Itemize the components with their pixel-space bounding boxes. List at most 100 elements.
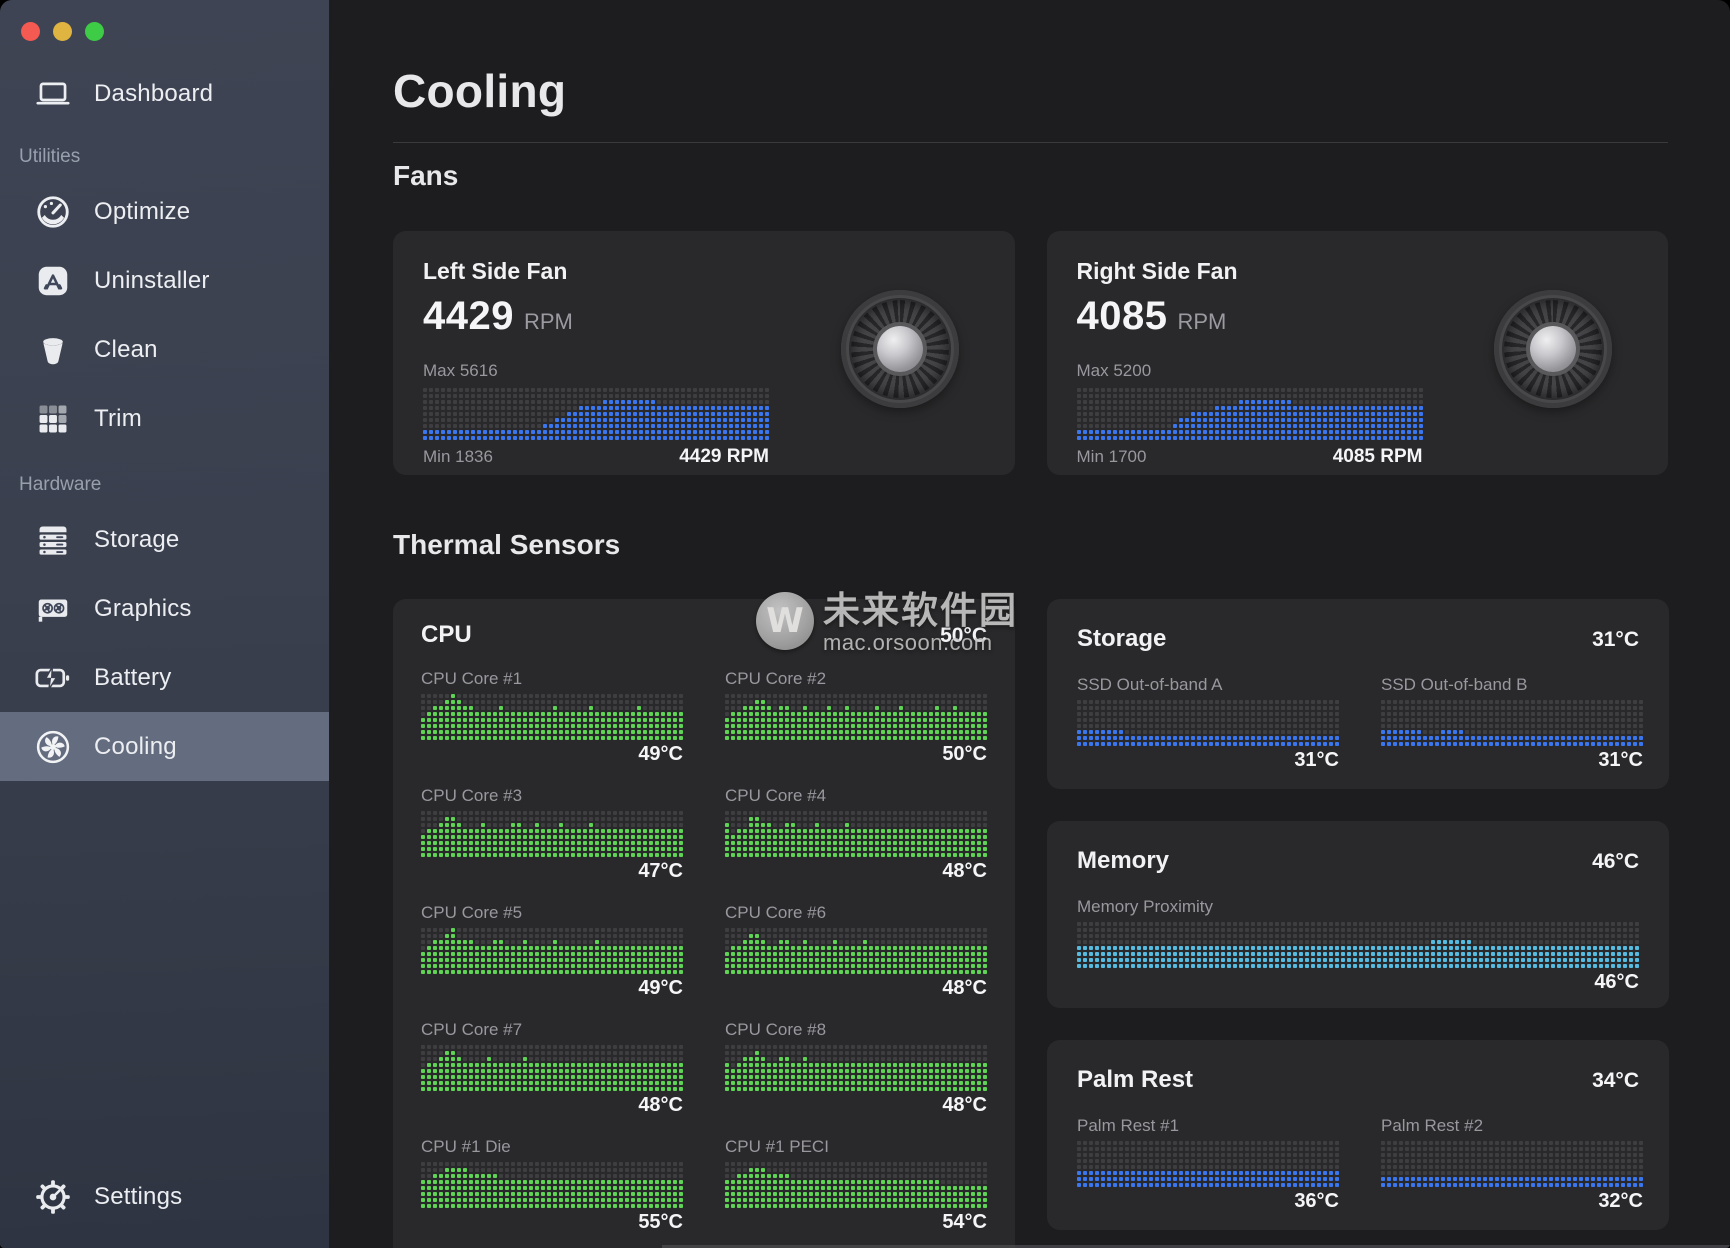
storage-card: Storage 31°C SSD Out-of-band A 31°C SSD … xyxy=(1047,599,1669,789)
app-window: Dashboard Utilities Optimize Uninstaller xyxy=(0,0,1730,1248)
left-fan-card: Left Side Fan 4429 RPM Max 5616 Min 1836… xyxy=(393,231,1015,475)
sidebar-item-graphics[interactable]: Graphics xyxy=(0,574,329,643)
sensor-ssd-b: SSD Out-of-band B 31°C xyxy=(1381,675,1643,773)
fan-rpm-unit: RPM xyxy=(1177,309,1226,335)
storage-card-temp: 31°C xyxy=(1592,628,1639,652)
right-fan-card: Right Side Fan 4085 RPM Max 5200 Min 170… xyxy=(1047,231,1669,475)
minimize-window-button[interactable] xyxy=(53,22,72,41)
sensor-temp: 48°C xyxy=(725,860,987,884)
sidebar-nav: Dashboard Utilities Optimize Uninstaller xyxy=(0,63,329,781)
palm-rest-card-temp: 34°C xyxy=(1592,1069,1639,1093)
main-content: Cooling Fans Left Side Fan 4429 RPM Max … xyxy=(331,0,1730,1248)
sidebar-section-hardware: Hardware xyxy=(0,471,329,499)
fan-blades-graphic xyxy=(851,300,949,398)
page-title: Cooling xyxy=(393,64,1668,118)
sensor-chart xyxy=(725,694,987,740)
sidebar-item-storage[interactable]: Storage xyxy=(0,505,329,574)
cpu-card-title: CPU xyxy=(421,621,472,649)
close-window-button[interactable] xyxy=(21,22,40,41)
sidebar-item-cooling[interactable]: Cooling xyxy=(0,712,329,781)
fan-blades-graphic xyxy=(1504,300,1602,398)
fan-min-label: Min 1700 xyxy=(1077,447,1147,467)
sidebar-item-clean[interactable]: Clean xyxy=(0,315,329,384)
sensor-chart xyxy=(725,1162,987,1208)
fan-min-label: Min 1836 xyxy=(423,447,493,467)
sensor-cpu-1-peci: CPU #1 PECI 54°C xyxy=(725,1137,987,1235)
fan-image xyxy=(1494,290,1612,408)
bucket-icon xyxy=(33,330,73,370)
fan-rpm-value: 4085 xyxy=(1077,294,1168,339)
sensor-label: SSD Out-of-band A xyxy=(1077,675,1339,695)
sidebar-section-utilities: Utilities xyxy=(0,143,329,171)
gauge-icon xyxy=(33,192,73,232)
sensor-chart xyxy=(421,694,683,740)
fans-row: Left Side Fan 4429 RPM Max 5616 Min 1836… xyxy=(393,231,1668,475)
memory-card: Memory 46°C Memory Proximity 46°C xyxy=(1047,821,1669,1008)
appstore-icon xyxy=(33,261,73,301)
sidebar-item-battery[interactable]: Battery xyxy=(0,643,329,712)
server-icon xyxy=(33,520,73,560)
sensor-label: CPU Core #2 xyxy=(725,669,987,689)
fan-rpm-unit: RPM xyxy=(524,309,573,335)
sidebar-item-label: Graphics xyxy=(94,595,192,623)
sensor-temp: 49°C xyxy=(421,977,683,1001)
palm-rest-card-title: Palm Rest xyxy=(1077,1066,1193,1094)
fan-name: Right Side Fan xyxy=(1077,258,1639,285)
sidebar-item-label: Settings xyxy=(94,1183,182,1211)
sidebar-item-label: Trim xyxy=(94,405,142,433)
storage-card-title: Storage xyxy=(1077,625,1166,653)
sensor-palm-rest-2: Palm Rest #2 32°C xyxy=(1381,1116,1643,1214)
sensor-label: CPU Core #3 xyxy=(421,786,683,806)
sensor-chart xyxy=(725,1045,987,1091)
sidebar-item-trim[interactable]: Trim xyxy=(0,384,329,453)
sidebar-item-uninstaller[interactable]: Uninstaller xyxy=(0,246,329,315)
sensor-label: SSD Out-of-band B xyxy=(1381,675,1643,695)
sensor-cpu-core-7: CPU Core #7 48°C xyxy=(421,1020,683,1118)
gear-icon xyxy=(33,1177,73,1217)
fan-hub-graphic xyxy=(877,326,923,372)
gpu-icon xyxy=(33,589,73,629)
sidebar-item-label: Uninstaller xyxy=(94,267,210,295)
cpu-card: CPU 50°C CPU Core #1 49°C CPU Core #2 50… xyxy=(393,599,1015,1248)
sidebar-item-optimize[interactable]: Optimize xyxy=(0,177,329,246)
sidebar-item-settings[interactable]: Settings xyxy=(0,1162,329,1231)
sensor-cpu-core-4: CPU Core #4 48°C xyxy=(725,786,987,884)
zoom-window-button[interactable] xyxy=(85,22,104,41)
sensor-temp: 31°C xyxy=(1381,749,1643,773)
sensor-temp: 48°C xyxy=(725,1094,987,1118)
sidebar-item-label: Cooling xyxy=(94,733,177,761)
sensor-temp: 32°C xyxy=(1381,1190,1643,1214)
sensor-chart xyxy=(421,1162,683,1208)
sidebar-item-label: Dashboard xyxy=(94,80,213,108)
sensor-palm-rest-1: Palm Rest #1 36°C xyxy=(1077,1116,1339,1214)
sensor-cpu-core-6: CPU Core #6 48°C xyxy=(725,903,987,1001)
sensor-chart xyxy=(421,811,683,857)
sensor-label: CPU Core #6 xyxy=(725,903,987,923)
sensor-ssd-a: SSD Out-of-band A 31°C xyxy=(1077,675,1339,773)
sidebar-item-dashboard[interactable]: Dashboard xyxy=(0,63,329,125)
sensor-chart xyxy=(725,928,987,974)
fan-hub-graphic xyxy=(1530,326,1576,372)
thermal-section-heading: Thermal Sensors xyxy=(393,529,1668,561)
sidebar-item-label: Battery xyxy=(94,664,171,692)
sidebar-item-label: Optimize xyxy=(94,198,190,226)
fan-name: Left Side Fan xyxy=(423,258,985,285)
sensor-label: CPU Core #8 xyxy=(725,1020,987,1040)
sensor-chart xyxy=(1381,700,1643,746)
sensor-cpu-1-die: CPU #1 Die 55°C xyxy=(421,1137,683,1235)
sensor-temp: 31°C xyxy=(1077,749,1339,773)
sidebar: Dashboard Utilities Optimize Uninstaller xyxy=(0,0,330,1248)
battery-icon xyxy=(33,658,73,698)
sidebar-item-label: Storage xyxy=(94,526,179,554)
sensor-temp: 55°C xyxy=(421,1211,683,1235)
sensor-chart xyxy=(421,928,683,974)
cpu-sensor-grid: CPU Core #1 49°C CPU Core #2 50°C CPU Co… xyxy=(421,669,987,1248)
sensor-temp: 48°C xyxy=(421,1094,683,1118)
sensor-temp: 49°C xyxy=(421,743,683,767)
memory-card-temp: 46°C xyxy=(1592,850,1639,874)
sensor-cpu-core-2: CPU Core #2 50°C xyxy=(725,669,987,767)
sensor-label: Palm Rest #1 xyxy=(1077,1116,1339,1136)
sensor-cpu-core-5: CPU Core #5 49°C xyxy=(421,903,683,1001)
sensor-label: Memory Proximity xyxy=(1077,897,1639,917)
fan-current-rpm: 4085 RPM xyxy=(1333,446,1423,468)
